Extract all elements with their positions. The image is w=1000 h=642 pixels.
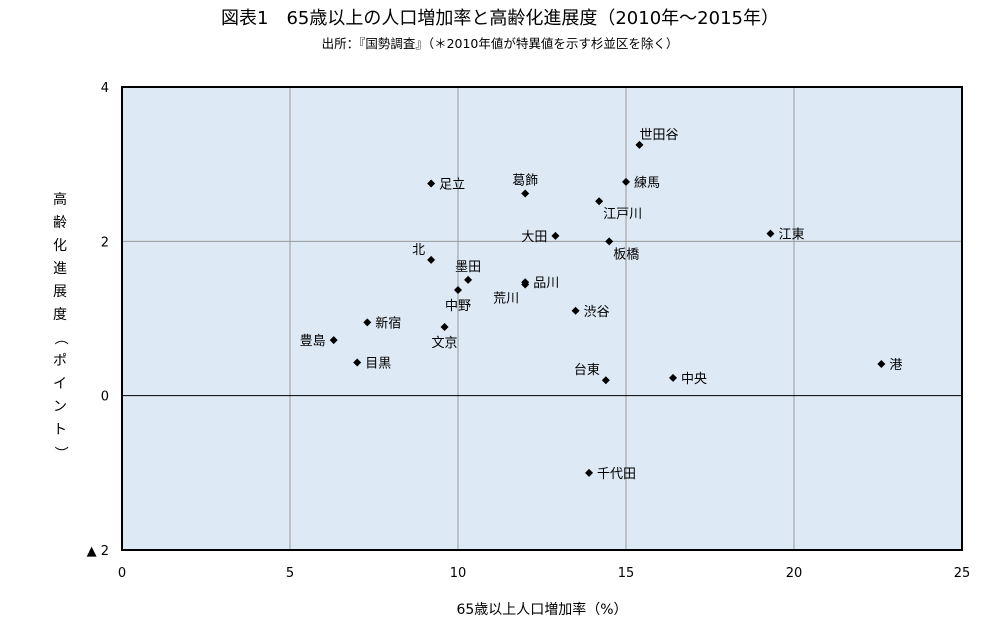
data-point-7: [605, 237, 614, 246]
point-label-19: 中央: [681, 372, 707, 387]
y-axis-label-char-8: イ: [53, 376, 67, 392]
point-label-3: 葛飾: [512, 173, 538, 188]
point-label-7: 板橋: [613, 247, 639, 262]
data-point-16: [329, 336, 338, 345]
x-tick-label-2: 10: [450, 566, 467, 581]
plot-frame: [121, 86, 963, 551]
point-label-10: 品川: [533, 276, 559, 291]
data-point-2: [427, 179, 436, 188]
y-axis-label-char-1: 齢: [53, 215, 67, 231]
data-point-11: [454, 285, 462, 294]
y-axis-label-char-11: ）: [52, 446, 68, 460]
y-axis-label-char-10: ト: [53, 422, 67, 438]
point-label-8: 北: [412, 243, 425, 258]
point-label-20: 港: [889, 358, 902, 373]
data-point-0: [635, 140, 644, 149]
chart-subtitle: 出所：『国勢調査』（＊2010年値が特異値を示す杉並区を除く）: [321, 36, 679, 51]
x-tick-label-4: 20: [786, 566, 803, 581]
y-tick-label-2: 0: [101, 390, 109, 405]
y-tick-label-3: ▲ 2: [87, 544, 109, 559]
data-point-12: [521, 280, 530, 289]
point-label-18: 台東: [574, 362, 600, 378]
y-axis-label-char-0: 高: [53, 191, 67, 208]
point-label-11: 中野: [445, 299, 471, 314]
point-label-13: 渋谷: [584, 305, 610, 320]
point-label-2: 足立: [439, 177, 465, 192]
data-point-15: [440, 322, 449, 331]
point-label-21: 千代田: [597, 467, 636, 482]
data-point-21: [585, 468, 594, 477]
x-tick-label-1: 5: [286, 566, 294, 581]
x-tick-label-5: 25: [954, 566, 971, 581]
data-point-5: [766, 229, 775, 238]
point-label-9: 墨田: [455, 260, 481, 275]
chart-title: 図表1 65歳以上の人口増加率と高齢化進展度（2010年～2015年）: [221, 8, 779, 29]
y-axis-label-char-7: ポ: [53, 353, 67, 369]
point-label-0: 世田谷: [639, 128, 678, 143]
point-label-15: 文京: [432, 336, 458, 351]
data-point-14: [363, 318, 372, 327]
point-label-17: 目黒: [365, 356, 391, 371]
point-label-6: 大田: [521, 230, 547, 245]
y-axis-label-char-2: 化: [53, 238, 67, 254]
point-label-4: 江戸川: [603, 207, 642, 222]
data-point-9: [464, 275, 473, 284]
y-axis-label-char-5: 度: [53, 307, 67, 323]
data-point-17: [353, 358, 362, 367]
data-point-20: [877, 360, 886, 369]
point-label-12: 荒川: [493, 292, 519, 307]
plot-area: [122, 87, 962, 550]
point-label-16: 豊島: [300, 334, 326, 349]
x-axis-label: 65歳以上人口増加率（%）: [456, 601, 627, 618]
y-axis-label-char-9: ン: [53, 399, 67, 415]
point-label-5: 江東: [778, 227, 804, 243]
data-point-1: [622, 177, 630, 186]
y-axis-label-char-6: （: [52, 331, 68, 345]
data-point-13: [571, 306, 580, 315]
y-axis-label-char-4: 展: [53, 284, 67, 300]
x-tick-label-3: 15: [618, 566, 635, 581]
data-point-3: [521, 189, 530, 198]
data-point-19: [669, 373, 678, 382]
data-point-18: [601, 376, 610, 385]
data-point-4: [595, 197, 604, 206]
point-label-14: 新宿: [375, 315, 401, 331]
y-tick-label-0: 4: [101, 81, 109, 96]
y-axis-label-char-3: 進: [53, 261, 67, 277]
data-point-8: [427, 255, 436, 264]
y-tick-label-1: 2: [101, 235, 109, 250]
data-point-6: [551, 231, 560, 240]
x-tick-label-0: 0: [118, 566, 126, 581]
point-label-1: 練馬: [634, 176, 660, 191]
